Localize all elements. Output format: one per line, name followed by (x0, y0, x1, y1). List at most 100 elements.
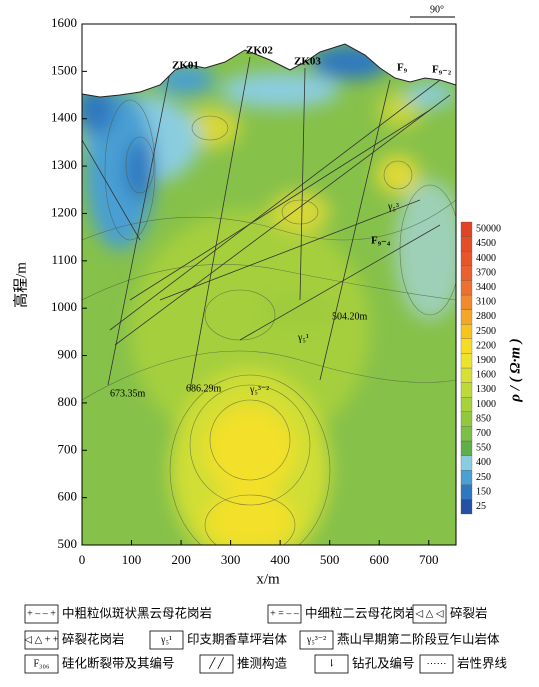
legend-label: 印支期香草坪岩体 (187, 632, 288, 647)
x-tick-label: 200 (171, 552, 191, 567)
colorbar-tick-label: 2500 (476, 326, 496, 337)
annotation: F₉₋₂ (432, 64, 452, 76)
colorbar-swatch (460, 484, 473, 500)
legend-label: 碎裂岩 (450, 606, 488, 621)
colorbar-tick-label: 2200 (476, 340, 496, 351)
colorbar-swatch (460, 455, 473, 471)
annotation: γ₅³⁻² (249, 384, 269, 395)
colorbar-swatch (460, 367, 473, 383)
resistivity-field (82, 44, 456, 545)
legend-symbol: γ₅³⁻² (306, 634, 326, 645)
x-tick-label: 0 (79, 552, 86, 567)
legend-symbol: ◁ △ ◁ (415, 608, 443, 619)
legend-symbol: + = – – (270, 608, 300, 619)
y-tick-label: 700 (58, 441, 78, 456)
legend-symbol: + – – + (27, 608, 56, 619)
colorbar-tick-label: 4000 (476, 253, 496, 264)
legend-symbol-box (199, 654, 234, 674)
colorbar-swatch (460, 382, 473, 398)
colorbar-swatch (460, 236, 473, 252)
colorbar-tick-label: 550 (476, 443, 491, 454)
colorbar-swatch (460, 499, 473, 515)
colorbar-tick-label: 4500 (476, 238, 496, 249)
x-tick-label: 300 (221, 552, 241, 567)
colorbar-swatch (460, 397, 473, 412)
legend-symbol-box (267, 604, 302, 624)
legend-symbol: F₃₀₆ (33, 658, 50, 669)
legend-label: 推测构造 (237, 656, 288, 671)
legend-symbol-box (299, 630, 334, 650)
y-tick-label: 1100 (51, 252, 77, 267)
colorbar-tick-label: 3700 (476, 267, 496, 278)
colorbar-swatch (460, 353, 473, 369)
colorbar-swatch (460, 426, 473, 442)
legend-symbol-box (412, 604, 447, 624)
topography (81, 43, 457, 98)
annotation: 504.20m (332, 311, 368, 322)
x-tick-label: 400 (270, 552, 290, 567)
contour-lines (82, 99, 456, 545)
legend-symbol-box (314, 654, 349, 674)
legend-symbol-box (419, 654, 454, 674)
colorbar-swatch (460, 338, 473, 354)
annotation: ZK03 (294, 56, 321, 68)
colorbar-tick-label: 50000 (476, 224, 501, 235)
legend-label: 碎裂花岗岩 (62, 632, 125, 647)
colorbar-tick-label: 3100 (476, 297, 496, 308)
colorbar-tick-label: 2800 (476, 311, 496, 322)
legend-symbol-box (149, 630, 184, 650)
legend-symbol: ⇂ (327, 658, 335, 669)
legend-label: 硅化断裂带及其编号 (62, 656, 175, 671)
annotation: γ₅¹ (297, 332, 309, 343)
y-tick-label: 1400 (51, 110, 77, 125)
colorbar-swatch (460, 470, 473, 485)
x-tick-label: 600 (369, 552, 389, 567)
legend-symbol: ◁ △ + + (24, 634, 59, 645)
colorbar-label: ρ / ( Ω·m ) (507, 338, 523, 403)
colorbar-swatch (460, 251, 473, 266)
annotation: 673.35m (110, 388, 146, 399)
colorbar-tick-label: 1000 (476, 399, 496, 410)
colorbar-tick-label: 400 (476, 457, 491, 468)
legend-label: 燕山早期第二阶段豆乍山岩体 (337, 632, 500, 647)
annotation: 686.29m (186, 383, 222, 394)
colorbar-swatch (460, 221, 473, 237)
colorbar-tick-label: 850 (476, 413, 491, 424)
x-axis-label: x/m (256, 571, 280, 587)
annotation: ZK02 (246, 45, 273, 57)
y-tick-label: 1200 (51, 204, 77, 219)
legend-symbol-box (24, 654, 59, 674)
legend-symbol: ⋯⋯ (427, 658, 447, 669)
colorbar-swatch (460, 440, 473, 456)
colorbar-tick-label: 3400 (476, 282, 496, 293)
y-tick-label: 900 (58, 347, 78, 362)
y-tick-label: 1300 (51, 157, 77, 172)
colorbar-tick-label: 1300 (476, 384, 496, 395)
x-tick-label: 100 (122, 552, 142, 567)
y-tick-label: 1500 (51, 62, 77, 77)
legend-symbol: γ₅¹ (160, 634, 172, 645)
y-tick-label: 600 (58, 489, 78, 504)
x-tick-label: 500 (320, 552, 340, 567)
annotation: F₉₋₄ (371, 235, 391, 247)
y-axis-label: 高程/m (12, 262, 29, 308)
plot-frame (81, 23, 457, 546)
y-tick-label: 500 (58, 536, 78, 551)
legend-label: 钻孔及编号 (352, 656, 415, 671)
colorbar-swatch (460, 280, 473, 296)
y-tick-label: 1000 (51, 299, 77, 314)
colorbar-tick-label: 25 (476, 501, 486, 512)
y-tick-label: 800 (58, 394, 78, 409)
colorbar-swatch (460, 309, 473, 325)
colorbar-tick-label: 150 (476, 486, 491, 497)
colorbar-swatch (460, 324, 473, 339)
colorbar-tick-label: 1900 (476, 355, 496, 366)
legend-symbol-box (24, 604, 59, 624)
annotation: 90° (430, 4, 444, 15)
colorbar-swatch (460, 265, 473, 281)
annotation: γ₅³ (387, 201, 399, 212)
colorbar-tick-label: 1600 (476, 370, 496, 381)
x-tick-label: 700 (419, 552, 439, 567)
annotation: F₉ (397, 62, 408, 74)
